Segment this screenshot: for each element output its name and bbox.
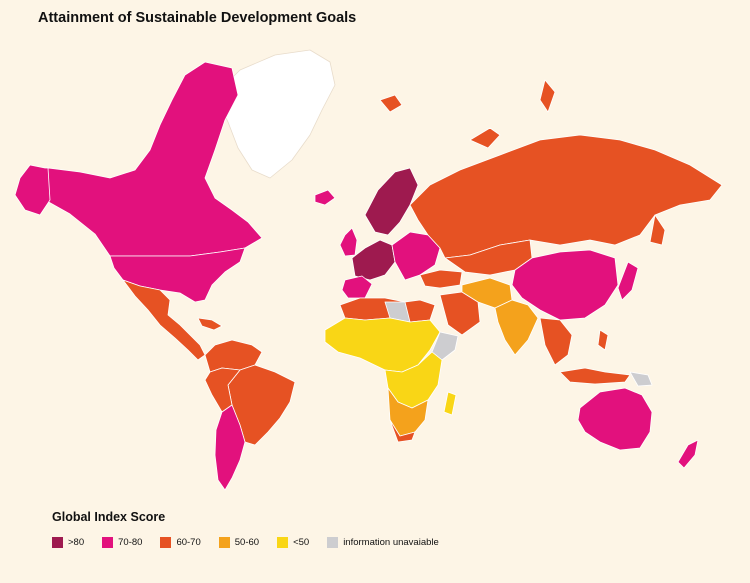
region-madagascar bbox=[443, 391, 457, 416]
region-eastern-europe bbox=[391, 231, 441, 281]
legend-swatch bbox=[160, 537, 172, 548]
region-iceland bbox=[314, 189, 336, 206]
region-china bbox=[511, 249, 619, 321]
region-russia-islands bbox=[379, 79, 556, 149]
legend-item: 70-80 bbox=[102, 537, 142, 548]
legend-item: 50-60 bbox=[218, 537, 260, 548]
region-west-africa bbox=[324, 317, 441, 373]
region-japan bbox=[617, 261, 639, 301]
region-canada bbox=[19, 61, 263, 257]
region-usa bbox=[109, 247, 246, 303]
region-southeast-asia bbox=[539, 317, 573, 366]
map-title: Attainment of Sustainable Development Go… bbox=[38, 10, 357, 26]
region-chile-argentina bbox=[214, 404, 246, 491]
legend-item: >80 bbox=[52, 537, 84, 548]
region-western-europe bbox=[351, 239, 396, 281]
region-greenland bbox=[214, 49, 336, 179]
legend-label: 70-80 bbox=[118, 537, 143, 548]
legend-item: 60-70 bbox=[160, 537, 201, 548]
region-papua bbox=[629, 371, 653, 387]
legend-swatch bbox=[218, 537, 230, 548]
region-uk bbox=[339, 227, 358, 257]
legend-swatch bbox=[277, 537, 289, 548]
region-new-zealand bbox=[677, 439, 699, 469]
region-south-africa bbox=[389, 419, 416, 443]
legend-item: <50 bbox=[277, 537, 309, 548]
legend-title: Global Index Score bbox=[52, 510, 166, 524]
region-russia-east bbox=[649, 214, 666, 246]
legend-swatch bbox=[52, 537, 63, 548]
region-russia bbox=[409, 134, 723, 259]
legend-label: >80 bbox=[68, 537, 85, 548]
region-australia bbox=[577, 387, 653, 451]
region-turkey bbox=[419, 269, 463, 289]
legend-label: 50-60 bbox=[234, 537, 260, 548]
region-somalia bbox=[431, 331, 459, 361]
legend-swatch bbox=[102, 537, 114, 548]
region-alaska bbox=[14, 164, 51, 216]
legend-label: <50 bbox=[293, 537, 310, 548]
legend-label: 60-70 bbox=[176, 537, 201, 548]
region-india bbox=[494, 299, 539, 356]
legend-swatch bbox=[327, 537, 339, 548]
region-caribbean bbox=[197, 317, 223, 331]
region-mexico bbox=[122, 279, 206, 361]
region-scandinavia bbox=[364, 167, 419, 236]
legend-label: information unavaiable bbox=[343, 537, 439, 548]
legend-item: information unavaiable bbox=[327, 537, 439, 548]
legend: >80 70-80 60-70 50-60 <50 information unavaia… bbox=[52, 537, 439, 548]
region-indonesia bbox=[559, 329, 631, 385]
